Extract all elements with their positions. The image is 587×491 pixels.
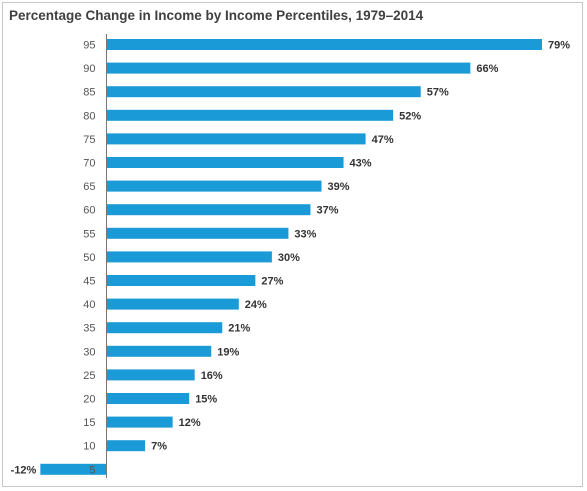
chart-title: Percentage Change in Income by Income Pe…	[9, 8, 424, 23]
data-label-35: 21%	[228, 323, 250, 335]
tick-label-15: 15	[83, 417, 95, 429]
bar-35	[106, 322, 223, 334]
data-label-80: 52%	[399, 110, 421, 122]
data-label-90: 66%	[476, 63, 498, 75]
tick-label-90: 90	[83, 63, 95, 75]
data-label-25: 16%	[201, 370, 223, 382]
data-label-45: 27%	[261, 276, 283, 288]
tick-label-75: 75	[83, 134, 95, 146]
bar-30	[106, 345, 212, 357]
bar-15	[106, 416, 173, 428]
tick-label-40: 40	[83, 299, 95, 311]
data-label-70: 43%	[350, 158, 372, 170]
bar-95	[106, 39, 542, 50]
data-label-55: 33%	[294, 228, 316, 240]
tick-label-65: 65	[83, 181, 95, 193]
bar-80	[106, 109, 394, 121]
data-label-75: 47%	[372, 134, 394, 146]
bar-90	[106, 62, 471, 74]
tick-label-35: 35	[83, 323, 95, 335]
tick-label-45: 45	[83, 276, 95, 288]
bar-65	[106, 180, 322, 192]
tick-label-30: 30	[83, 346, 95, 358]
bar-10	[106, 440, 146, 452]
bar-85	[106, 86, 421, 98]
bar-25	[106, 369, 195, 381]
data-label-30: 19%	[217, 346, 239, 358]
bar-45	[106, 275, 256, 286]
bar-75	[106, 133, 366, 145]
data-label-65: 39%	[327, 181, 349, 193]
tick-label-60: 60	[83, 205, 95, 217]
tick-label-10: 10	[83, 441, 95, 453]
bar-20	[106, 393, 190, 404]
bar-55	[106, 227, 289, 239]
bar-40	[106, 298, 239, 310]
data-label-60: 37%	[316, 205, 338, 217]
tick-label-50: 50	[83, 252, 95, 264]
bar-50	[106, 251, 272, 263]
data-label-95: 79%	[548, 40, 570, 52]
data-label-85: 57%	[427, 87, 449, 99]
data-label-10: 7%	[151, 441, 167, 453]
data-label-20: 15%	[195, 394, 217, 406]
tick-label-80: 80	[83, 110, 95, 122]
tick-label-55: 55	[83, 228, 95, 240]
data-label-40: 24%	[245, 299, 267, 311]
data-label-5: -12%	[11, 464, 37, 476]
tick-label-95: 95	[83, 40, 95, 52]
chart-frame	[2, 2, 583, 487]
tick-label-5: 5	[89, 464, 95, 476]
bar-60	[106, 204, 311, 216]
tick-label-70: 70	[83, 158, 95, 170]
tick-label-85: 85	[83, 87, 95, 99]
data-label-50: 30%	[278, 252, 300, 264]
bar-5	[40, 463, 107, 475]
data-label-15: 12%	[179, 417, 201, 429]
tick-label-20: 20	[83, 394, 95, 406]
tick-label-25: 25	[83, 370, 95, 382]
bar-70	[106, 157, 344, 168]
